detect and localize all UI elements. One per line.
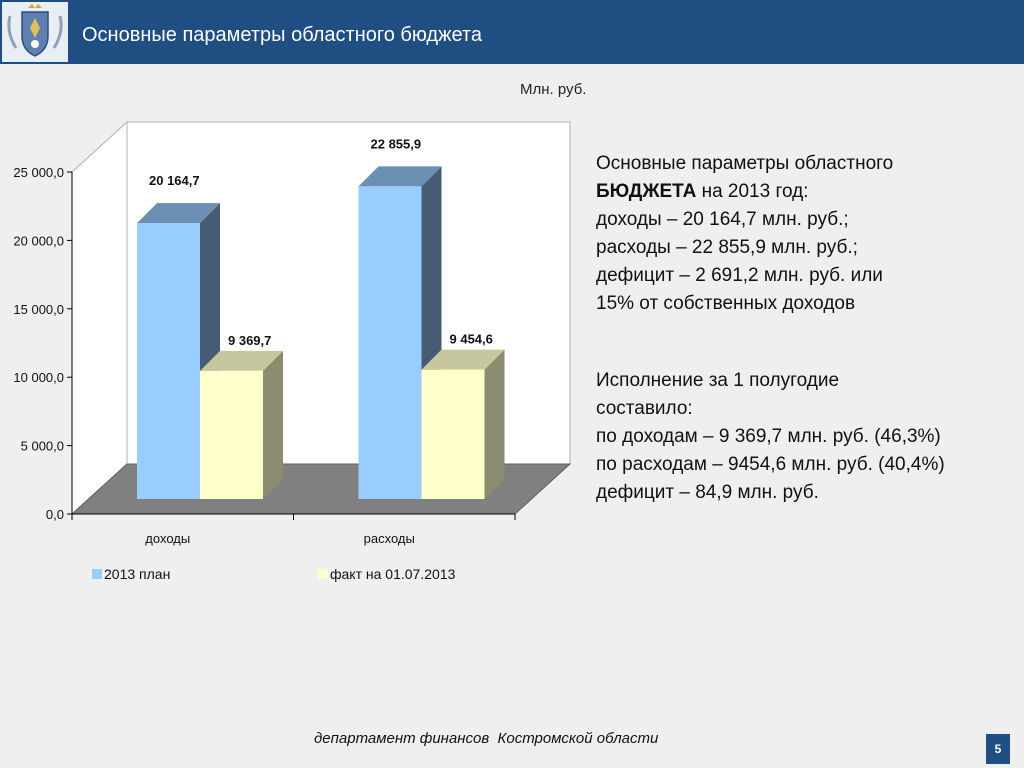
data-label: 9 454,6	[450, 332, 493, 347]
budget-summary: Основные параметры областного БЮДЖЕТА на…	[596, 150, 1016, 318]
data-label: 20 164,7	[149, 173, 200, 188]
execution-line: дефицит – 84,9 млн. руб.	[596, 482, 819, 503]
chart-side-wall	[71, 120, 128, 516]
page-number: 5	[986, 734, 1010, 764]
data-label: 9 369,7	[228, 333, 271, 348]
bar-side-face	[263, 350, 283, 499]
summary-line: Основные параметры областного	[596, 153, 894, 174]
legend-label: 2013 план	[104, 566, 170, 582]
legend-label: факт на 01.07.2013	[330, 566, 456, 582]
bar-fact	[200, 370, 263, 499]
coat-of-arms-icon	[2, 2, 68, 62]
bar-top-face	[200, 350, 283, 371]
page-title: Основные параметры областного бюджета	[82, 24, 482, 46]
bar-fact	[421, 369, 485, 499]
execution-line: по доходам – 9 369,7 млн. руб. (46,3%)	[596, 426, 941, 447]
data-label: 22 855,9	[371, 136, 422, 151]
y-tick-label: 25 000,0	[13, 165, 64, 180]
execution-line: по расходам – 9454,6 млн. руб. (40,4%)	[596, 454, 945, 475]
budget-bar-chart: 0,0 5 000,0 10 000,0 15 000,0 20 000,0 25 000…	[13, 120, 572, 582]
summary-line-rest: на 2013 год:	[696, 181, 809, 202]
bar-top-face	[358, 166, 442, 187]
footer-department: департамент финансов Костромской области	[314, 730, 659, 747]
y-tick-label: 5 000,0	[21, 439, 64, 454]
y-tick-label: 20 000,0	[13, 233, 64, 248]
y-tick-label: 15 000,0	[13, 302, 64, 317]
execution-summary: Исполнение за 1 полугодие составило: по …	[596, 367, 1016, 507]
bar-plan	[358, 186, 422, 499]
x-tick-label: доходы	[145, 531, 190, 546]
bar-plan	[137, 223, 200, 499]
header-bar: Основные параметры областного бюджета	[0, 0, 1024, 64]
summary-line: 15% от собственных доходов	[596, 293, 856, 314]
summary-bold-word: БЮДЖЕТА	[596, 181, 697, 202]
bar-top-face	[137, 203, 220, 224]
execution-line: составило:	[596, 398, 693, 419]
units-label: Млн. руб.	[520, 81, 587, 98]
legend-swatch	[318, 569, 328, 579]
bar-top-face	[421, 349, 505, 370]
summary-line: БЮДЖЕТА на 2013 год:	[596, 178, 1016, 206]
y-tick-label: 0,0	[46, 507, 64, 522]
bar-side-face	[484, 349, 505, 499]
execution-line: Исполнение за 1 полугодие	[596, 370, 840, 391]
summary-line: дефицит – 2 691,2 млн. руб. или	[596, 265, 883, 286]
summary-line: расходы – 22 855,9 млн. руб.;	[596, 237, 858, 258]
y-tick-label: 10 000,0	[13, 370, 64, 385]
summary-line: доходы – 20 164,7 млн. руб.;	[596, 209, 849, 230]
x-tick-label: расходы	[364, 531, 415, 546]
legend-swatch	[92, 569, 102, 579]
